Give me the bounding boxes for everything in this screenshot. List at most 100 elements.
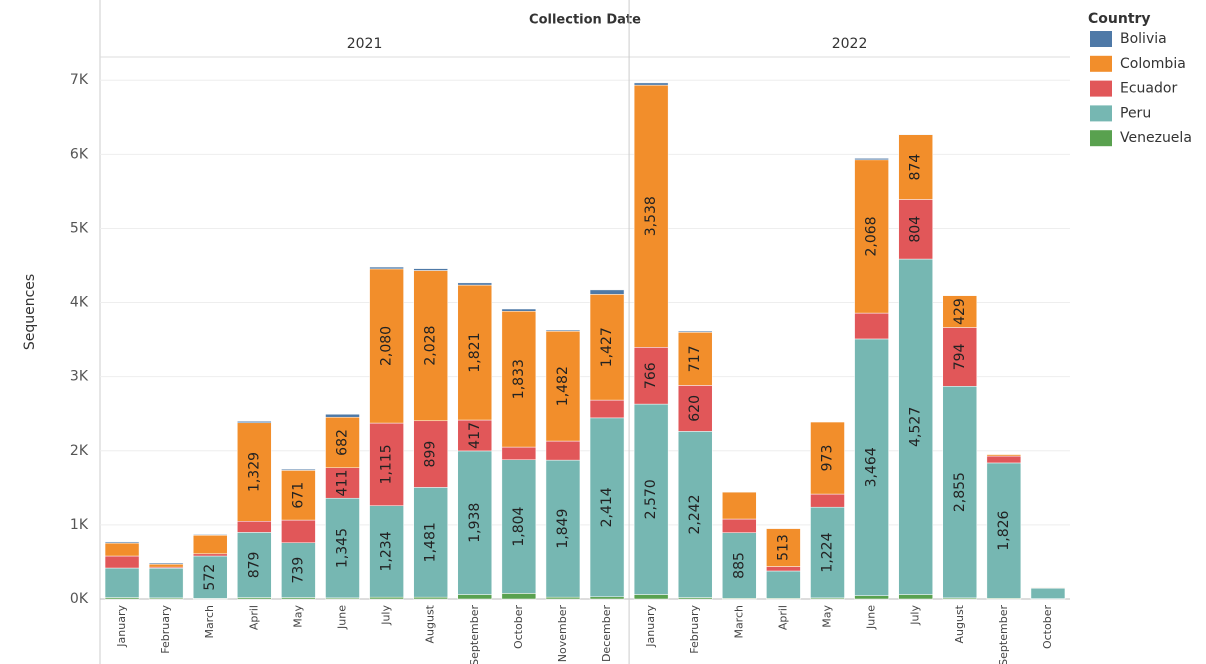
bar-segment [854,159,889,314]
bar-segment [237,422,272,522]
data-label: 1,481 [423,522,439,562]
bar-segment [854,312,889,340]
x-tick-label: March [203,605,216,639]
data-label: 682 [335,429,351,456]
bar-segment [192,535,228,555]
data-label: 794 [952,343,968,370]
y-tick-label: 1K [70,517,89,533]
bar-segment [545,330,581,442]
data-label: 1,427 [599,327,615,367]
data-label: 885 [731,552,747,579]
legend-label: Colombia [1120,56,1186,72]
data-label: 1,482 [555,366,571,406]
data-label: 1,826 [996,510,1012,550]
bar-segment [104,542,140,557]
bar-segment [192,534,228,536]
bar-segment [589,596,625,600]
bar-segment [810,506,845,599]
bar-segment [766,570,801,599]
bar-segment [192,555,228,599]
bar-segment [501,310,537,448]
bar-segment [104,541,140,544]
x-tick-label: January [115,605,128,648]
bar-segment [898,594,933,600]
bar-segment [281,468,316,471]
bar-segment [501,459,537,594]
data-label: 411 [335,470,351,497]
data-label: 671 [290,482,306,509]
data-label: 739 [290,557,306,584]
legend-swatch [1090,31,1112,47]
bar-segment [325,416,360,469]
data-label: 1,234 [379,531,395,571]
y-tick-label: 6K [70,146,89,162]
data-label: 1,821 [467,333,483,373]
bar-segment [545,329,581,332]
data-label: 1,329 [246,452,262,492]
data-label: 3,464 [864,447,880,487]
x-tick-label: June [336,605,349,630]
bar-segment [722,532,757,599]
bar-segment [633,403,669,595]
bar-segment [898,199,933,260]
bar-segment [325,467,360,499]
bar-segment [589,294,625,401]
bar-segment [545,596,581,600]
y-tick-label: 4K [70,295,89,311]
legend-swatch [1090,80,1112,97]
x-tick-label: April [247,605,260,630]
data-label: 2,414 [599,487,615,527]
bar-segment [369,268,404,424]
x-tick-label: August [424,604,437,643]
data-label: 1,833 [511,359,527,399]
legend-swatch [1090,55,1112,72]
bar-segment [501,593,537,600]
data-label: 899 [423,441,439,468]
data-label: 3,538 [643,196,659,236]
bar-segment [854,338,889,596]
data-label: 766 [643,362,659,389]
bar-segment [766,566,801,572]
x-tick-label: July [380,605,393,626]
bar-segment [413,420,448,488]
bar-segment [413,270,448,422]
x-tick-label: February [159,605,172,654]
bar-segment [854,595,889,600]
bar-segment [369,266,404,270]
bar-segment [457,282,493,286]
bar-segment [281,519,316,544]
bar-segment [413,487,448,598]
bar-segment [148,567,184,599]
x-tick-label: January [644,605,657,648]
bar-segment [501,308,537,312]
bar-segment [810,493,845,508]
data-label: 572 [202,564,218,591]
data-label: 1,938 [467,503,483,543]
year-label: 2022 [832,36,868,52]
legend-swatch [1090,105,1112,122]
x-tick-label: September [468,605,481,664]
bar-segment [457,284,493,421]
bar-segment [898,134,933,200]
bar-segment [369,505,404,598]
legend-title: Country [1088,11,1151,27]
data-label: 4,527 [908,407,924,447]
x-tick-label: September [997,605,1010,664]
data-label: 717 [687,345,703,372]
bar-segment [192,553,228,557]
bar-segment [545,440,581,461]
x-tick-label: March [732,605,745,639]
bar-segment [457,594,493,600]
bar-segment [854,158,889,161]
bar-segment [369,422,404,506]
data-label: 2,028 [423,326,439,366]
data-label: 2,080 [379,326,395,366]
bar-segment [237,521,272,533]
bar-segment [457,450,493,595]
bar-segment [986,455,1022,464]
data-label: 620 [687,395,703,422]
bar-segment [633,84,669,348]
y-tick-label: 0K [70,591,89,607]
x-tick-label: June [865,605,878,630]
x-tick-label: May [291,605,304,628]
